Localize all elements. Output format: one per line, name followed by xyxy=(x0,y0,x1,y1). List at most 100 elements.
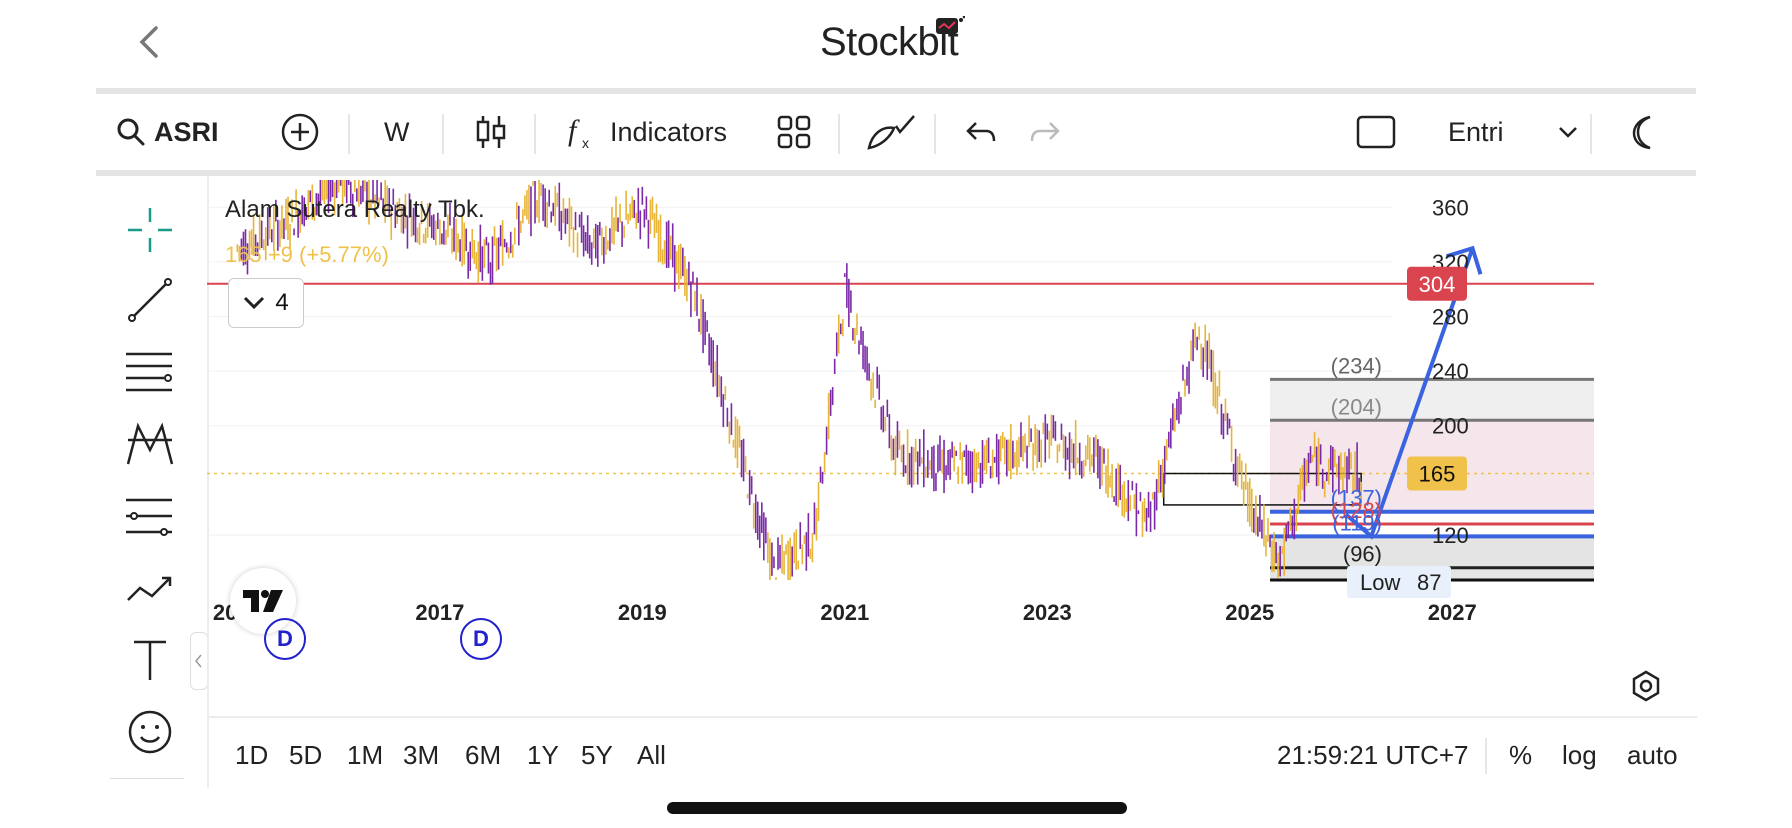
resistance-badge-bg xyxy=(1407,266,1467,301)
level-label: (119) xyxy=(1332,510,1382,535)
dividend-marker[interactable]: D xyxy=(264,618,306,660)
indicator-count: 4 xyxy=(275,289,289,316)
brand-badge-icon xyxy=(935,15,966,40)
theme-toggle[interactable] xyxy=(1626,94,1660,170)
x-tick-label: 2017 xyxy=(415,600,464,625)
layout-select[interactable]: Entri xyxy=(1448,94,1578,170)
current-price-badge: 165 xyxy=(1419,462,1456,487)
range-all[interactable]: All xyxy=(637,740,666,770)
home-indicator xyxy=(667,802,1127,814)
price-chart[interactable]: 360 320 280 240 200 120 (234) (204) (137) (128) (1… xyxy=(207,180,1594,670)
auto-scale-toggle[interactable]: auto xyxy=(1627,740,1678,770)
svg-text:x: x xyxy=(582,135,589,151)
y-tick-label: 360 xyxy=(1432,195,1469,220)
indicator-collapse-button[interactable]: 4 xyxy=(228,278,304,328)
chart-svg: 360320280240200120(234)(204)(137)(128)(1… xyxy=(207,180,1594,625)
range-1d[interactable]: 1D xyxy=(235,740,269,770)
range-5y[interactable]: 5Y xyxy=(581,740,613,770)
level-label: (204) xyxy=(1331,394,1382,419)
projection-arrowhead xyxy=(1445,245,1483,275)
redo-icon xyxy=(1030,122,1060,142)
chart-settings-button[interactable] xyxy=(1630,670,1662,707)
resistance-badge: 304 xyxy=(1419,272,1456,297)
range-1m[interactable]: 1M xyxy=(347,740,384,770)
trendline-icon xyxy=(128,278,172,322)
grid-icon xyxy=(777,115,811,149)
add-symbol-button[interactable] xyxy=(280,94,320,170)
smiley-icon xyxy=(128,710,172,754)
chevron-left-small-icon xyxy=(195,654,202,668)
layout-select-value: Entri xyxy=(1448,116,1504,147)
low-badge-value: 87 xyxy=(1417,570,1441,595)
range-3m[interactable]: 3M xyxy=(403,740,440,770)
settings-icon xyxy=(1632,670,1660,702)
layout-grid-button[interactable] xyxy=(776,94,812,170)
current-price-badge-bg xyxy=(1407,456,1467,491)
crosshair-tool[interactable] xyxy=(120,200,180,260)
horizontal-lines-icon xyxy=(126,352,172,392)
x-tick-label: 2025 xyxy=(1225,600,1274,625)
y-tick-label: 240 xyxy=(1432,359,1469,384)
interval-button[interactable]: W xyxy=(384,116,410,147)
level-label: (234) xyxy=(1331,353,1382,378)
svg-text:f: f xyxy=(568,114,580,147)
symbol-search[interactable]: ASRI xyxy=(116,94,219,170)
header-divider xyxy=(96,88,1696,94)
quote-text: 165 +9 (+5.77%) xyxy=(225,242,389,267)
drawing-tools-panel xyxy=(110,180,190,780)
forecast-icon xyxy=(126,498,172,536)
fib-retracement-tool[interactable] xyxy=(120,342,180,402)
low-badge-label: Low xyxy=(1360,570,1400,595)
drawing-brush-button[interactable] xyxy=(866,94,918,170)
x-tick-label: 2027 xyxy=(1428,600,1477,625)
chevron-left-icon xyxy=(139,26,158,58)
brand-logo: Stockbit xyxy=(820,20,959,64)
range-6m[interactable]: 6M xyxy=(465,740,502,770)
x-tick-label: 2019 xyxy=(618,600,667,625)
text-tool[interactable] xyxy=(120,630,180,690)
indicators-label: Indicators xyxy=(610,116,728,147)
range-1y[interactable]: 1Y xyxy=(527,740,559,770)
forecast-tool[interactable] xyxy=(120,486,180,546)
tradingview-logo[interactable] xyxy=(230,568,296,634)
square-icon xyxy=(1356,115,1396,149)
add-circle-icon xyxy=(281,113,319,151)
path-tool[interactable] xyxy=(120,558,180,618)
projection-arrow xyxy=(1344,247,1475,540)
emoji-tool[interactable] xyxy=(120,702,180,762)
moon-icon xyxy=(1632,115,1651,150)
toolbar-divider xyxy=(96,170,1696,176)
clock-time: 21:59:21 UTC+7 xyxy=(1277,740,1469,770)
level-zone xyxy=(1270,379,1594,421)
fullscreen-button[interactable] xyxy=(1356,94,1396,170)
back-button[interactable] xyxy=(130,22,170,62)
chart-type-button[interactable] xyxy=(474,94,508,170)
chevron-down-icon xyxy=(1558,127,1577,138)
undo-icon xyxy=(966,122,996,142)
y-tick-label: 120 xyxy=(1432,523,1469,548)
low-badge-bg xyxy=(1347,566,1451,598)
undo-button[interactable] xyxy=(964,94,998,170)
percent-scale-toggle[interactable]: % xyxy=(1509,740,1533,770)
pattern-tool[interactable] xyxy=(120,414,180,474)
y-tick-label: 280 xyxy=(1432,305,1469,330)
dividend-marker[interactable]: D xyxy=(460,618,502,660)
collapse-toolbar-handle[interactable] xyxy=(190,632,208,690)
text-icon xyxy=(134,640,166,680)
tradingview-icon xyxy=(243,590,283,612)
x-tick-label: 2023 xyxy=(1023,600,1072,625)
range-5d[interactable]: 5D xyxy=(289,740,323,770)
level-label: (137) xyxy=(1331,486,1382,511)
trendline-tool[interactable] xyxy=(120,270,180,330)
y-tick-label: 200 xyxy=(1432,414,1469,439)
chevron-down-icon xyxy=(244,296,265,310)
candles-icon xyxy=(476,116,506,148)
level-label: (128) xyxy=(1331,498,1382,523)
path-icon xyxy=(127,576,172,601)
log-scale-toggle[interactable]: log xyxy=(1562,740,1597,770)
range-bar: 1D 5D 1M 3M 6M 1Y 5Y All 21:59:21 UTC+7 % log a… xyxy=(207,720,1697,790)
redo-button[interactable] xyxy=(1028,94,1062,170)
